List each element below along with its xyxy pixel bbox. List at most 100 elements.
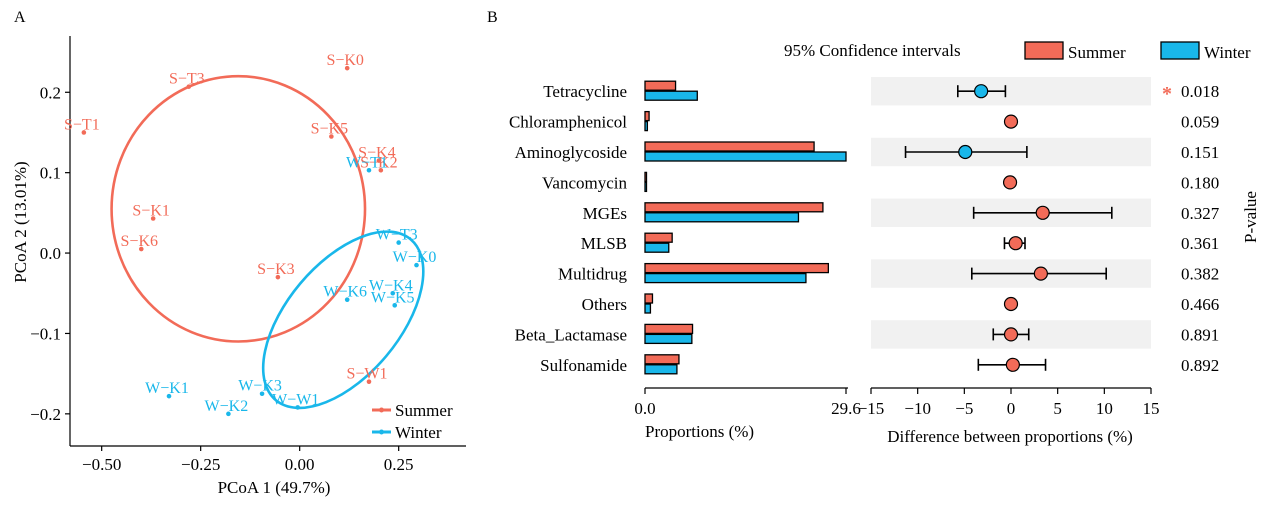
significance-marker: * [1162,83,1172,105]
pcoa-point [226,411,231,417]
pcoa-point-label: W−T1 [346,154,388,171]
winter-bar [644,90,698,101]
ci-x-ticks: −15 −10 −5 0 5 10 15 [858,388,1160,418]
pcoa-point [138,246,144,252]
pcoa-point [344,297,350,302]
pcoa-y-axis-label: PCoA 2 (13.01%) [11,161,30,282]
category-label: Beta_Lactamase [515,325,627,344]
panel-b-letter: B [487,9,498,26]
summer-bar [644,202,824,213]
pcoa-point-label: S−K3 [257,261,294,278]
ci-x-tick-label: −10 [904,399,931,418]
pcoa-point [366,379,372,384]
pcoa-y-ticks: 0.2 0.1 0.0 −0.1 −0.2 [30,83,70,424]
pcoa-point [186,84,192,89]
p-value: 0.361 [1181,234,1219,253]
pcoa-point [376,158,382,163]
winter-bar [644,120,649,132]
pcoa-x-tick-label: 0.00 [285,455,315,474]
category-label: Tetracycline [543,82,627,101]
proportion-x-axis-label: Proportions (%) [645,422,754,441]
pcoa-point-label: W−K1 [145,380,189,397]
winter-bar [644,242,670,253]
p-value: 0.327 [1181,204,1220,223]
pcoa-point-label: S−T3 [169,71,205,88]
ci-difference-point [1033,266,1048,281]
ci-x-tick-label: 0 [1007,399,1016,418]
p-value: 0.891 [1181,325,1219,344]
proportion-x-tick-label: 0.0 [634,399,655,418]
winter-bar [644,151,847,162]
ci-stripes [871,77,1151,349]
pcoa-x-axis-label: PCoA 1 (49.7%) [218,478,331,497]
summer-bar [644,232,673,243]
pcoa-point-label: W−K2 [205,398,249,415]
winter-bar [644,364,678,375]
ci-legend-winter-swatch [1160,41,1200,60]
pcoa-point-label: W−K4 [369,277,413,294]
category-label: MGEs [583,204,627,223]
pcoa-y-tick-label: 0.0 [40,244,61,263]
ci-difference-point [1002,175,1018,190]
pcoa-y-tick-label: −0.2 [30,405,61,424]
panel-a-letter: A [14,9,26,26]
pcoa-point [366,167,372,173]
category-label: Others [582,295,627,314]
pcoa-point [392,303,398,308]
ci-difference-point [1003,296,1019,312]
p-value: 0.180 [1181,173,1219,192]
confidence-interval-plot [904,84,1113,372]
p-value: 0.151 [1181,143,1219,162]
ci-legend: Summer Winter [1024,41,1251,62]
p-value-column: 0.018 * 0.059 0.151 0.180 0.327 0.361 0.382 0.46… [1162,82,1220,375]
pcoa-x-tick-label: 0.25 [384,455,414,474]
ci-x-tick-label: 5 [1053,399,1062,418]
pcoa-point [396,240,401,245]
pcoa-y-tick-label: 0.1 [40,164,61,183]
pcoa-point-label: W−K0 [393,249,437,266]
winter-bar [644,303,652,314]
ci-x-tick-label: −15 [858,399,885,418]
p-value: 0.018 [1181,82,1219,101]
pcoa-x-ticks: −0.50 −0.25 0.00 0.25 [82,446,414,474]
pcoa-ellipses [110,74,425,410]
winter-bar [644,212,800,223]
pcoa-point [329,134,334,139]
pcoa-points: S−T3 S−K0 S−T1 S−K5 S−K4S−K2 S−K1 S−K6 S−K3 S−W1… [64,52,437,417]
summer-bar [644,141,815,152]
legend-summer-dot [379,407,384,413]
p-value: 0.059 [1181,113,1219,132]
pcoa-point [414,262,419,268]
pcoa-x-tick-label: −0.50 [82,455,121,474]
pcoa-x-tick-label: −0.25 [181,455,220,474]
proportion-x-ticks: 0.0 29.6 [634,388,861,418]
pcoa-y-tick-label: 0.2 [40,83,61,102]
category-label: Chloramphenicol [509,113,627,132]
legend-winter-dot [379,429,384,435]
proportion-bars [644,80,847,375]
ci-difference-point [958,144,973,160]
ci-x-tick-label: 10 [1096,399,1113,418]
pcoa-point [81,130,87,135]
p-value-axis-label: P-value [1241,191,1260,243]
ci-x-axis-label: Difference between proportions (%) [887,427,1133,446]
summer-bar [644,110,650,122]
summer-bar [644,323,694,335]
p-value: 0.382 [1181,265,1219,284]
pcoa-point-label: S−T1 [64,116,100,133]
winter-bar [644,333,693,345]
ci-difference-point [1003,114,1019,129]
pcoa-point [378,167,384,173]
ci-difference-point [1005,357,1020,372]
ci-difference-point [1003,327,1019,342]
pcoa-point-label: S−K6 [121,233,158,250]
pcoa-point [150,216,156,221]
pcoa-point [295,405,301,410]
pcoa-point-label: W−K5 [371,289,415,306]
ci-legend-summer-swatch [1024,41,1064,60]
pcoa-legend-winter: Winter [395,423,442,442]
pcoa-point [275,274,281,280]
pcoa-point [344,65,350,71]
summer-bar [644,80,677,91]
